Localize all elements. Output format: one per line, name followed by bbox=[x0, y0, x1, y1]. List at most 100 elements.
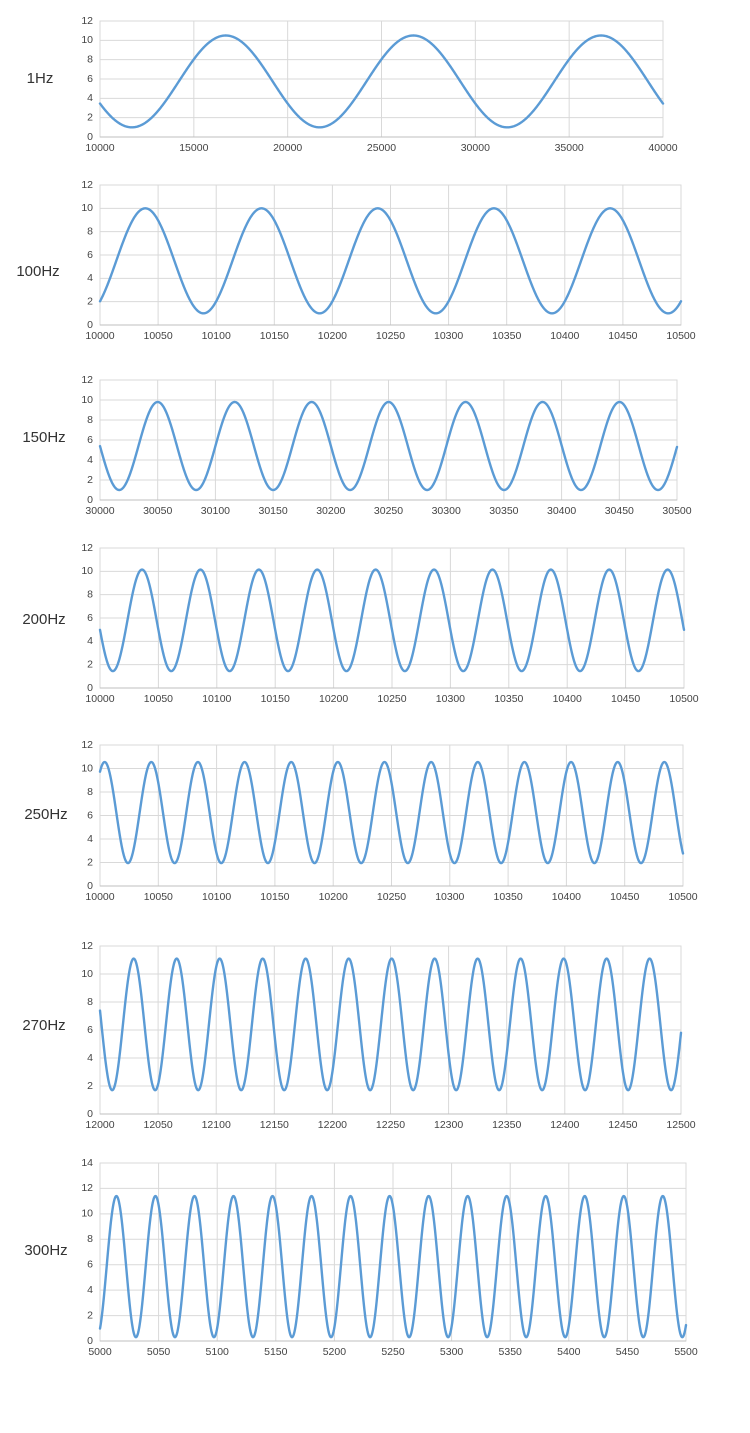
x-tick-label: 12200 bbox=[318, 1119, 347, 1131]
x-tick-label: 10500 bbox=[668, 891, 697, 903]
y-tick-label: 6 bbox=[87, 1024, 93, 1036]
x-tick-label: 10450 bbox=[611, 693, 640, 705]
y-tick-label: 6 bbox=[87, 809, 93, 821]
y-tick-label: 12 bbox=[81, 940, 93, 952]
y-tick-label: 10 bbox=[81, 762, 93, 774]
y-tick-label: 0 bbox=[87, 319, 93, 331]
x-tick-label: 12000 bbox=[85, 1119, 114, 1131]
y-tick-label: 2 bbox=[87, 658, 93, 670]
x-tick-label: 10250 bbox=[377, 693, 406, 705]
y-tick-label: 4 bbox=[87, 833, 93, 845]
y-tick-label: 12 bbox=[81, 179, 93, 191]
series-line bbox=[98, 400, 679, 492]
x-tick-label: 10200 bbox=[319, 891, 348, 903]
series-line bbox=[98, 1194, 688, 1339]
y-tick-label: 0 bbox=[87, 880, 93, 892]
x-tick-label: 5400 bbox=[557, 1346, 581, 1358]
y-tick-label: 12 bbox=[81, 542, 93, 554]
y-tick-label: 2 bbox=[87, 295, 93, 307]
x-tick-label: 10000 bbox=[85, 330, 114, 342]
x-tick-label: 40000 bbox=[648, 142, 677, 154]
x-tick-label: 10400 bbox=[550, 330, 579, 342]
x-tick-label: 10150 bbox=[260, 891, 289, 903]
x-tick-label: 10150 bbox=[260, 330, 289, 342]
x-tick-label: 10250 bbox=[377, 891, 406, 903]
x-tick-label: 35000 bbox=[555, 142, 584, 154]
x-tick-label: 5250 bbox=[381, 1346, 405, 1358]
y-tick-label: 4 bbox=[87, 1052, 93, 1064]
x-tick-label: 15000 bbox=[179, 142, 208, 154]
chart-250hz: 250Hz 0 2 4 6 8 10 12 10000 10050 10100 10150 10200 1… bbox=[24, 739, 697, 903]
x-tick-label: 10500 bbox=[669, 693, 698, 705]
x-tick-label: 5100 bbox=[206, 1346, 230, 1358]
x-tick-label: 10000 bbox=[85, 693, 114, 705]
x-tick-label: 20000 bbox=[273, 142, 302, 154]
x-tick-label: 5150 bbox=[264, 1346, 288, 1358]
y-tick-label: 4 bbox=[87, 635, 93, 647]
x-tick-label: 12100 bbox=[202, 1119, 231, 1131]
x-tick-label: 30450 bbox=[605, 505, 634, 517]
x-tick-label: 5200 bbox=[323, 1346, 347, 1358]
x-tick-label: 5050 bbox=[147, 1346, 171, 1358]
y-tick-label: 10 bbox=[81, 34, 93, 46]
chart-200hz: 200Hz 0 2 4 6 8 10 12 10000 10050 10100 10150 10200 1… bbox=[22, 542, 698, 705]
x-tick-label: 30000 bbox=[85, 505, 114, 517]
x-tick-label: 10100 bbox=[202, 891, 231, 903]
y-tick-label: 8 bbox=[87, 53, 93, 65]
y-tick-label: 10 bbox=[81, 1208, 93, 1220]
x-tick-label: 10200 bbox=[319, 693, 348, 705]
y-tick-label: 0 bbox=[87, 131, 93, 143]
y-tick-label: 0 bbox=[87, 494, 93, 506]
chart-300hz: 300Hz 0 2 4 6 8 10 12 14 5000 5050 5100 5150 5200 5250… bbox=[24, 1157, 698, 1358]
x-tick-label: 30050 bbox=[143, 505, 172, 517]
x-tick-label: 10200 bbox=[318, 330, 347, 342]
x-tick-label: 10000 bbox=[85, 891, 114, 903]
x-tick-label: 25000 bbox=[367, 142, 396, 154]
x-tick-label: 10450 bbox=[610, 891, 639, 903]
x-tick-label: 10100 bbox=[202, 693, 231, 705]
x-tick-label: 10250 bbox=[376, 330, 405, 342]
x-tick-label: 30100 bbox=[201, 505, 230, 517]
y-tick-label: 12 bbox=[81, 15, 93, 27]
y-tick-label: 8 bbox=[87, 786, 93, 798]
chart-270hz: 270Hz 0 2 4 6 8 10 12 12000 12050 12100 12150 12200 1… bbox=[22, 940, 695, 1131]
chart-150hz: 150Hz 0 2 4 6 8 10 12 30000 30050 30100 30150 30200 3… bbox=[22, 374, 691, 517]
x-tick-label: 10350 bbox=[494, 693, 523, 705]
x-tick-label: 10350 bbox=[493, 891, 522, 903]
y-tick-label: 4 bbox=[87, 272, 93, 284]
x-tick-label: 30000 bbox=[461, 142, 490, 154]
x-tick-label: 30350 bbox=[489, 505, 518, 517]
chart-label: 1Hz bbox=[27, 70, 54, 87]
y-tick-label: 2 bbox=[87, 111, 93, 123]
y-tick-label: 12 bbox=[81, 739, 93, 751]
y-tick-label: 6 bbox=[87, 1258, 93, 1270]
y-tick-label: 8 bbox=[87, 588, 93, 600]
y-tick-label: 0 bbox=[87, 1335, 93, 1347]
x-tick-label: 10100 bbox=[202, 330, 231, 342]
x-tick-label: 10050 bbox=[144, 891, 173, 903]
x-tick-label: 10050 bbox=[144, 693, 173, 705]
x-tick-label: 12500 bbox=[666, 1119, 695, 1131]
y-tick-label: 4 bbox=[87, 1284, 93, 1296]
x-tick-label: 30300 bbox=[432, 505, 461, 517]
x-tick-label: 10300 bbox=[435, 891, 464, 903]
y-tick-label: 2 bbox=[87, 856, 93, 868]
x-tick-label: 30500 bbox=[662, 505, 691, 517]
x-tick-label: 10300 bbox=[434, 330, 463, 342]
y-tick-label: 2 bbox=[87, 474, 93, 486]
y-tick-label: 4 bbox=[87, 454, 93, 466]
y-tick-label: 8 bbox=[87, 414, 93, 426]
x-tick-label: 5350 bbox=[499, 1346, 523, 1358]
x-tick-label: 10400 bbox=[553, 693, 582, 705]
chart-label: 250Hz bbox=[24, 806, 67, 823]
x-tick-label: 12300 bbox=[434, 1119, 463, 1131]
chart-label: 150Hz bbox=[22, 429, 65, 446]
x-tick-label: 12400 bbox=[550, 1119, 579, 1131]
x-tick-label: 5500 bbox=[674, 1346, 698, 1358]
series-line bbox=[98, 957, 683, 1092]
x-tick-label: 30250 bbox=[374, 505, 403, 517]
series-line bbox=[98, 760, 685, 865]
x-tick-label: 30150 bbox=[258, 505, 287, 517]
chart-label: 270Hz bbox=[22, 1017, 65, 1034]
